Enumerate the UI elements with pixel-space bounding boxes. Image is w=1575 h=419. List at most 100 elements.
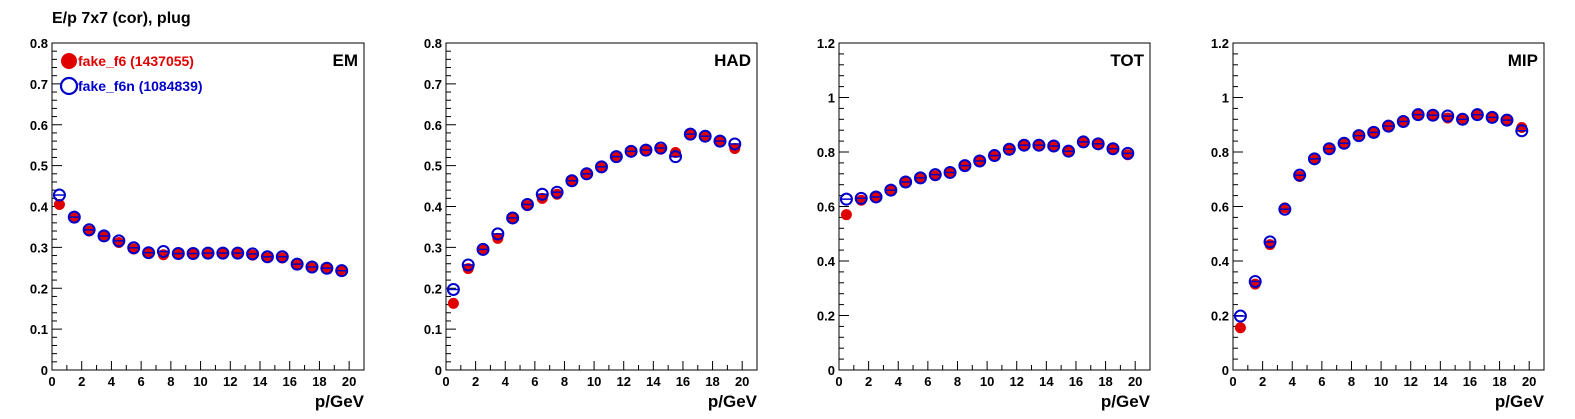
x-tick-label: 0 <box>835 374 842 389</box>
series-fake-f6n <box>1233 108 1529 323</box>
legend-marker <box>61 53 77 69</box>
x-tick-label: 18 <box>1098 374 1112 389</box>
data-point <box>988 149 1001 163</box>
y-tick-label: 1.2 <box>817 36 835 51</box>
legend-marker <box>59 76 79 96</box>
data-point <box>335 264 349 278</box>
x-tick-label: 12 <box>1009 374 1023 389</box>
x-tick-label: 20 <box>735 374 749 389</box>
data-point <box>624 144 638 158</box>
data-point <box>713 134 727 148</box>
y-tick-label: 0.8 <box>30 36 48 51</box>
plot-frame <box>445 42 758 371</box>
data-point <box>1470 108 1484 122</box>
x-tick-label: 20 <box>1128 374 1142 389</box>
x-tick-label: 4 <box>502 374 510 389</box>
x-tick-label: 2 <box>865 374 872 389</box>
x-tick-label: 16 <box>1069 374 1083 389</box>
y-tick-label: 1 <box>828 91 835 106</box>
x-tick-label: 0 <box>1229 374 1236 389</box>
x-tick-label: 16 <box>282 374 296 389</box>
y-tick-label: 0.7 <box>30 77 48 92</box>
data-point <box>1047 139 1061 153</box>
x-tick-label: 14 <box>1039 374 1054 389</box>
data-point <box>565 174 579 188</box>
data-point <box>1396 114 1410 128</box>
data-point <box>260 250 274 264</box>
data-point <box>1322 142 1336 156</box>
series-fake-f6n <box>52 188 349 278</box>
x-tick-label: 10 <box>587 374 601 389</box>
data-point <box>520 197 534 211</box>
data-point <box>1278 202 1292 216</box>
data-point <box>1002 142 1016 156</box>
y-tick-label: 0.8 <box>1211 145 1229 160</box>
legend-label: fake_f6n (1084839) <box>78 78 203 94</box>
x-tick-label: 10 <box>193 374 207 389</box>
data-point <box>839 192 853 206</box>
x-tick-label: 6 <box>924 374 931 389</box>
data-point <box>491 227 505 241</box>
data-point <box>854 191 868 205</box>
y-tick-label: 0.8 <box>424 36 442 51</box>
data-point <box>1500 113 1514 127</box>
data-point <box>1293 168 1307 182</box>
x-tick-label: 12 <box>616 374 630 389</box>
data-point <box>506 211 520 225</box>
data-point <box>1426 108 1440 122</box>
data-point <box>973 154 987 168</box>
y-tick-label: 0.6 <box>30 118 48 133</box>
y-tick-label: 0 <box>41 363 48 378</box>
data-point <box>1337 136 1351 150</box>
y-tick-label: 0.6 <box>1211 200 1229 215</box>
data-point <box>1062 144 1076 158</box>
x-tick-label: 14 <box>646 374 661 389</box>
x-tick-label: 8 <box>561 374 568 389</box>
y-tick-label: 0.2 <box>817 309 835 324</box>
data-point <box>246 247 260 261</box>
data-point <box>97 229 111 243</box>
x-tick-label: 6 <box>531 374 538 389</box>
x-tick-label: 6 <box>138 374 145 389</box>
chart-panel-tot: 0 2 4 6 8 10 12 14 16 18 20 0 0.2 0.4 0.6 0.8 1 1.2 p/GeV T… <box>817 36 1151 411</box>
x-tick-label: 16 <box>1463 374 1477 389</box>
data-point <box>186 247 200 261</box>
data-point <box>1441 109 1455 123</box>
data-point <box>446 282 460 296</box>
y-tick-label: 1.2 <box>1211 36 1229 51</box>
x-tick-label: 8 <box>1348 374 1355 389</box>
data-point <box>1307 152 1321 166</box>
data-point <box>669 150 683 164</box>
data-point <box>728 137 742 151</box>
series-fake-f6 <box>1234 109 1528 334</box>
data-point <box>840 209 852 221</box>
data-point <box>1515 124 1529 138</box>
x-tick-label: 2 <box>1259 374 1266 389</box>
panel-label: EM <box>333 51 359 70</box>
data-point <box>1106 142 1120 156</box>
y-tick-label: 0.3 <box>424 240 442 255</box>
data-point <box>320 261 334 275</box>
y-tick-label: 0 <box>828 363 835 378</box>
panel-label: HAD <box>714 51 751 70</box>
data-point <box>683 127 697 141</box>
chart-panel-em: 0 2 4 6 8 10 12 14 16 18 20 0 0.1 0.2 0.3 0.4 0.5 0.6 0.7 0… <box>30 36 365 411</box>
y-tick-label: 0.6 <box>424 118 442 133</box>
panel-label: TOT <box>1110 51 1144 70</box>
data-point <box>884 183 898 197</box>
x-tick-label: 18 <box>705 374 719 389</box>
data-point <box>1017 138 1031 152</box>
data-point <box>928 168 942 182</box>
plot-frame <box>838 42 1151 371</box>
series-fake-f6 <box>447 129 741 309</box>
x-tick-label: 4 <box>895 374 903 389</box>
data-point <box>1263 235 1277 249</box>
data-point <box>1234 322 1246 334</box>
y-tick-label: 0.7 <box>424 77 442 92</box>
x-tick-label: 20 <box>1522 374 1536 389</box>
x-tick-label: 8 <box>167 374 174 389</box>
x-tick-label: 20 <box>342 374 356 389</box>
data-point <box>1367 125 1381 139</box>
y-tick-label: 0.4 <box>817 254 836 269</box>
y-tick-label: 0.8 <box>817 145 835 160</box>
